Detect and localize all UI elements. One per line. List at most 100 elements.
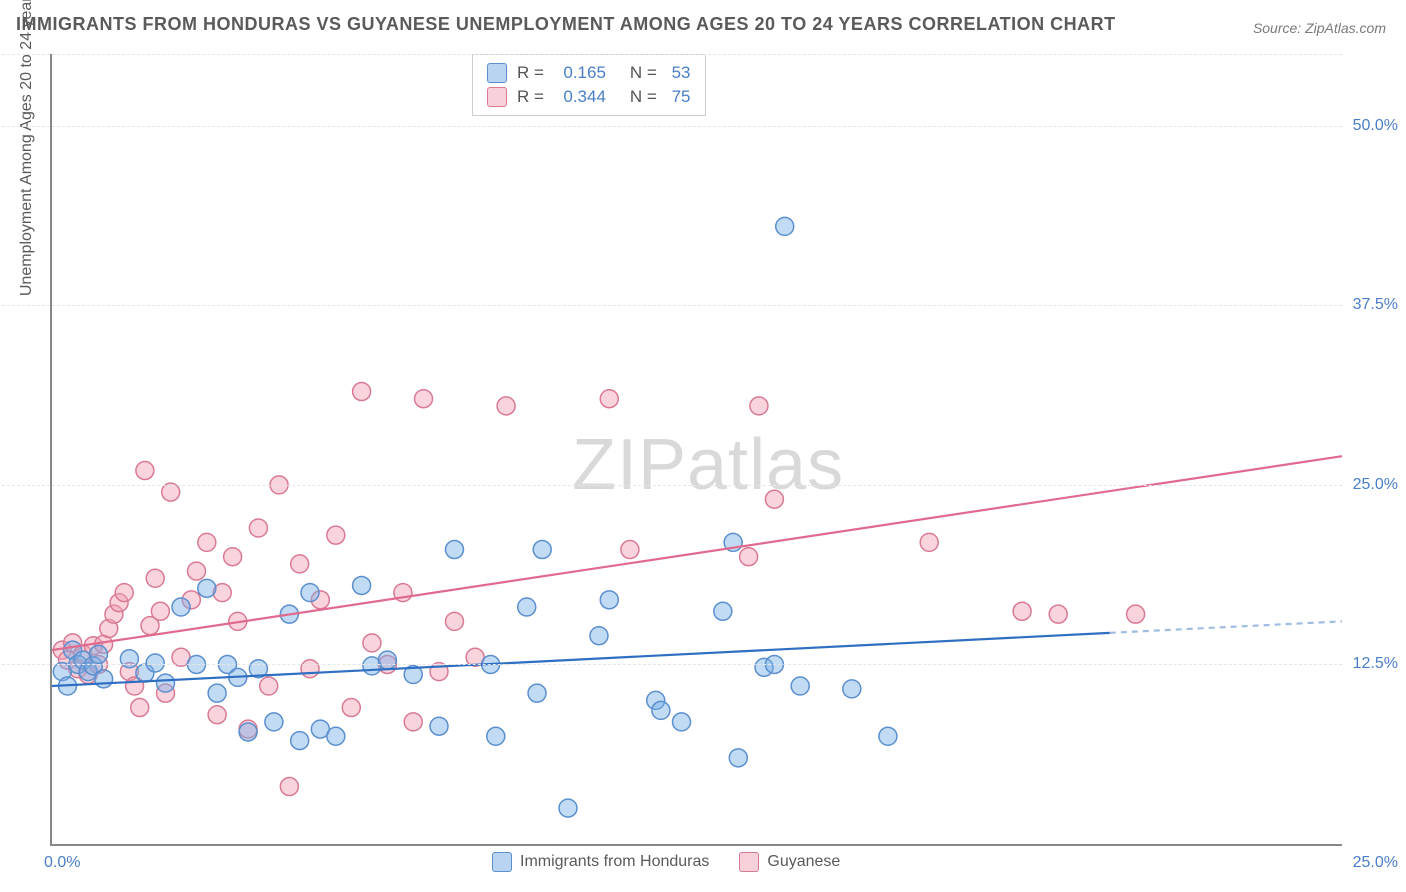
scatter-point-pink	[920, 533, 938, 551]
scatter-point-blue	[673, 713, 691, 731]
scatter-point-blue	[445, 541, 463, 559]
legend-item-pink: Guyanese	[739, 852, 840, 872]
gridline	[2, 664, 1342, 665]
legend-label-blue: Immigrants from Honduras	[520, 853, 709, 871]
ytick-label: 12.5%	[1353, 655, 1398, 673]
stats-legend: R = 0.165 N = 53 R = 0.344 N = 75	[472, 54, 706, 116]
chart-container: IMMIGRANTS FROM HONDURAS VS GUYANESE UNE…	[0, 0, 1406, 892]
bottom-legend: Immigrants from Honduras Guyanese	[492, 852, 840, 872]
scatter-point-pink	[208, 706, 226, 724]
scatter-point-pink	[750, 397, 768, 415]
scatter-point-pink	[342, 699, 360, 717]
stats-row-pink: R = 0.344 N = 75	[487, 85, 691, 109]
ytick-label: 37.5%	[1353, 296, 1398, 314]
scatter-point-pink	[249, 519, 267, 537]
stats-n-blue: 53	[672, 63, 691, 83]
scatter-point-blue	[714, 602, 732, 620]
scatter-point-blue	[265, 713, 283, 731]
scatter-point-pink	[136, 462, 154, 480]
legend-swatch-pink-icon	[739, 852, 759, 872]
scatter-point-blue	[157, 674, 175, 692]
gridline	[2, 485, 1342, 486]
scatter-point-blue	[518, 598, 536, 616]
scatter-point-blue	[89, 645, 107, 663]
scatter-point-blue	[559, 799, 577, 817]
gridline	[2, 126, 1342, 127]
scatter-point-pink	[280, 778, 298, 796]
gridline	[2, 54, 1342, 55]
scatter-point-blue	[208, 684, 226, 702]
scatter-point-blue	[776, 217, 794, 235]
stats-r-blue: 0.165	[563, 63, 606, 83]
scatter-point-blue	[487, 727, 505, 745]
stats-n-pink: 75	[672, 87, 691, 107]
scatter-point-blue	[198, 579, 216, 597]
trend-line-blue	[52, 633, 1110, 686]
stats-row-blue: R = 0.165 N = 53	[487, 61, 691, 85]
scatter-point-pink	[404, 713, 422, 731]
scatter-point-pink	[415, 390, 433, 408]
xtick-label: 25.0%	[1353, 854, 1398, 872]
stats-n-label: N =	[630, 63, 662, 83]
legend-label-pink: Guyanese	[767, 853, 840, 871]
scatter-point-blue	[791, 677, 809, 695]
scatter-point-pink	[187, 562, 205, 580]
scatter-point-pink	[600, 390, 618, 408]
chart-svg	[52, 54, 1342, 844]
legend-swatch-blue-icon	[492, 852, 512, 872]
scatter-point-blue	[378, 651, 396, 669]
scatter-point-blue	[430, 717, 448, 735]
scatter-point-pink	[1127, 605, 1145, 623]
scatter-point-pink	[260, 677, 278, 695]
scatter-point-pink	[115, 584, 133, 602]
scatter-point-pink	[363, 634, 381, 652]
scatter-point-blue	[291, 732, 309, 750]
scatter-point-blue	[146, 654, 164, 672]
scatter-point-blue	[600, 591, 618, 609]
scatter-point-pink	[621, 541, 639, 559]
scatter-point-pink	[291, 555, 309, 573]
scatter-point-blue	[172, 598, 190, 616]
ytick-label: 50.0%	[1353, 117, 1398, 135]
stats-r-pink: 0.344	[563, 87, 606, 107]
plot-area: ZIPatlas R = 0.165 N = 53 R = 0.344 N = …	[50, 54, 1342, 846]
scatter-point-blue	[590, 627, 608, 645]
scatter-point-pink	[146, 569, 164, 587]
stats-r-label2: R =	[517, 87, 553, 107]
scatter-point-pink	[327, 526, 345, 544]
scatter-point-blue	[353, 576, 371, 594]
scatter-point-blue	[652, 701, 670, 719]
ytick-label: 25.0%	[1353, 476, 1398, 494]
scatter-point-pink	[198, 533, 216, 551]
trend-line-blue-dash	[1110, 621, 1342, 632]
stats-r-label: R =	[517, 63, 553, 83]
scatter-point-pink	[740, 548, 758, 566]
scatter-point-blue	[327, 727, 345, 745]
y-axis-label: Unemployment Among Ages 20 to 24 years	[18, 0, 36, 296]
scatter-point-pink	[1013, 602, 1031, 620]
scatter-point-blue	[879, 727, 897, 745]
scatter-point-blue	[95, 670, 113, 688]
scatter-point-pink	[1049, 605, 1067, 623]
scatter-point-pink	[301, 660, 319, 678]
swatch-pink-icon	[487, 87, 507, 107]
scatter-point-pink	[131, 699, 149, 717]
scatter-point-blue	[533, 541, 551, 559]
scatter-point-pink	[445, 612, 463, 630]
chart-title: IMMIGRANTS FROM HONDURAS VS GUYANESE UNE…	[16, 14, 1116, 35]
gridline	[2, 305, 1342, 306]
scatter-point-blue	[729, 749, 747, 767]
scatter-point-pink	[151, 602, 169, 620]
scatter-point-pink	[224, 548, 242, 566]
legend-item-blue: Immigrants from Honduras	[492, 852, 709, 872]
scatter-point-blue	[843, 680, 861, 698]
xtick-label: 0.0%	[44, 854, 80, 872]
scatter-point-pink	[353, 383, 371, 401]
scatter-point-blue	[528, 684, 546, 702]
scatter-point-blue	[239, 723, 257, 741]
source-label: Source: ZipAtlas.com	[1253, 20, 1386, 36]
scatter-point-pink	[497, 397, 515, 415]
scatter-point-pink	[765, 490, 783, 508]
stats-n-label2: N =	[630, 87, 662, 107]
scatter-point-blue	[301, 584, 319, 602]
